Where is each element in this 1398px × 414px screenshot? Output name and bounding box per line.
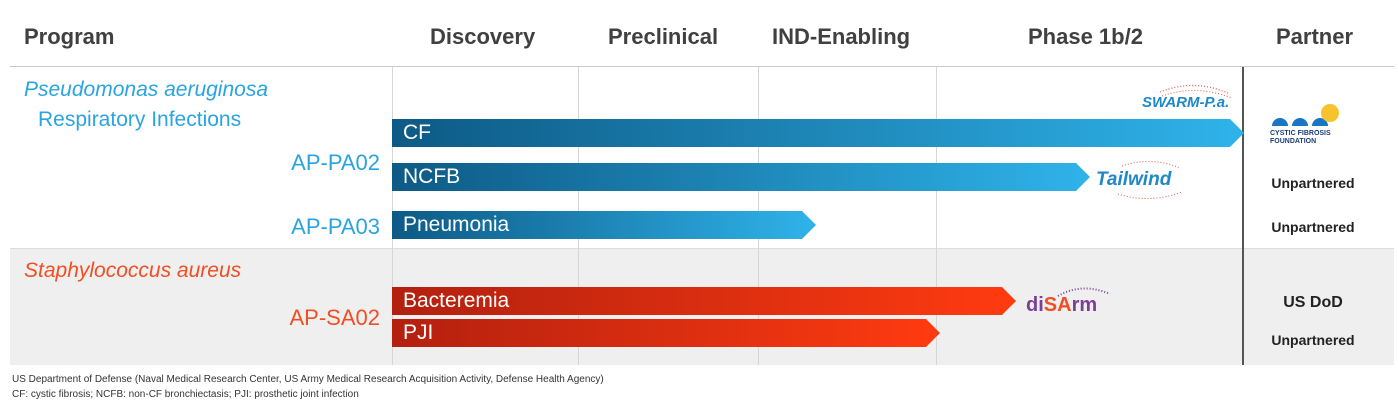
bar-pneumonia-arrow [392, 211, 816, 239]
partner-bacteremia: US DoD [1283, 294, 1343, 311]
cff-circles-icon [1272, 104, 1339, 126]
header-program: Program [24, 24, 115, 49]
bar-cf-arrow [392, 119, 1244, 147]
cff-logo-line1: CYSTIC FIBROSIS [1270, 130, 1331, 137]
bar-ncfb-arrow [392, 163, 1090, 191]
swarm-logo: SWARM-P.a. [1140, 80, 1240, 118]
bar-cf-label: CF [403, 121, 431, 144]
bar-pji: PJI [392, 319, 940, 347]
footnote-dod: US Department of Defense (Naval Medical … [12, 374, 604, 385]
header-divider [10, 66, 1394, 67]
header-discovery: Discovery [430, 24, 536, 49]
disarm-logo-rm: rm [1071, 294, 1098, 316]
swarm-swoosh-icon [1159, 84, 1233, 99]
bar-bacteremia-arrow [392, 287, 1016, 315]
cff-logo-line2: FOUNDATION [1270, 138, 1317, 145]
bar-pji-arrow [392, 319, 940, 347]
bar-bacteremia-label: Bacteremia [403, 289, 510, 312]
bar-pji-label: PJI [403, 321, 434, 344]
disarm-logo-di: di [1026, 294, 1044, 316]
header-preclinical: Preclinical [608, 24, 719, 49]
column-divider-phase [936, 67, 937, 365]
footnote-abbreviations: CF: cystic fibrosis; NCFB: non-CF bronch… [12, 389, 359, 400]
group-title-pseudomonas: Pseudomonas aeruginosa [24, 78, 269, 101]
disarm-logo: diSArm [1024, 282, 1120, 322]
partner-pneumonia: Unpartnered [1271, 219, 1355, 235]
cff-logo: CYSTIC FIBROSIS FOUNDATION [1268, 102, 1352, 152]
program-ap-sa02: AP-SA02 [289, 305, 381, 330]
program-ap-pa02: AP-PA02 [291, 150, 380, 175]
tailwind-swoosh-icon [1117, 161, 1183, 200]
disarm-logo-sa: SA [1043, 294, 1072, 316]
header-phase: Phase 1b/2 [1028, 24, 1143, 49]
bar-cf: CF [392, 119, 1244, 147]
bar-ncfb: NCFB [392, 163, 1090, 191]
partner-ncfb: Unpartnered [1271, 175, 1355, 191]
bar-ncfb-label: NCFB [403, 165, 461, 188]
bar-pneumonia-label: Pneumonia [403, 213, 510, 236]
tailwind-logo-text: Tailwind [1096, 169, 1172, 190]
partner-pji: Unpartnered [1271, 332, 1355, 348]
group-divider [10, 248, 1394, 249]
bar-pneumonia: Pneumonia [392, 211, 816, 239]
bar-bacteremia: Bacteremia [392, 287, 1016, 315]
program-ap-pa03: AP-PA03 [291, 214, 380, 239]
disarm-logo-text: diSArm [1026, 294, 1097, 317]
group-subtitle-respiratory: Respiratory Infections [38, 108, 242, 131]
column-divider-partner [1242, 67, 1244, 365]
header-partner: Partner [1276, 24, 1354, 49]
swarm-logo-text: SWARM-P.a. [1142, 94, 1230, 111]
tailwind-logo: Tailwind [1094, 158, 1190, 202]
group-title-staphylococcus: Staphylococcus aureus [24, 259, 242, 282]
header-ind-enabling: IND-Enabling [772, 24, 911, 49]
